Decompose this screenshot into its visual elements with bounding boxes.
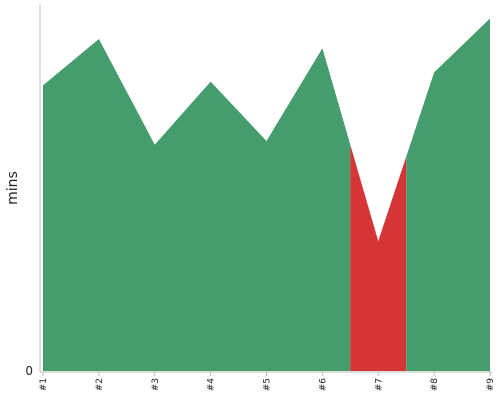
plot-area [43,18,490,372]
x-tick-labels: #1 #2 #3 #4 #5 #6 #7 #8 #9 [39,372,496,391]
x-tick-label: #5 [263,378,273,391]
x-tick-label: #1 [39,378,49,391]
x-tick-label: #8 [430,378,440,392]
x-tick-label: #3 [151,378,161,391]
x-tick-label: #6 [318,378,328,392]
y-axis-label: mins [5,171,21,205]
area-segment [406,18,490,372]
area-segment-highlight [350,144,407,371]
x-tick-label: #4 [207,378,217,392]
y-tick-label: 0 [25,364,33,378]
area-segment [43,38,351,371]
x-tick-label: #2 [95,378,105,391]
x-tick-label: #9 [486,378,496,392]
x-tick-label: #7 [374,378,384,391]
